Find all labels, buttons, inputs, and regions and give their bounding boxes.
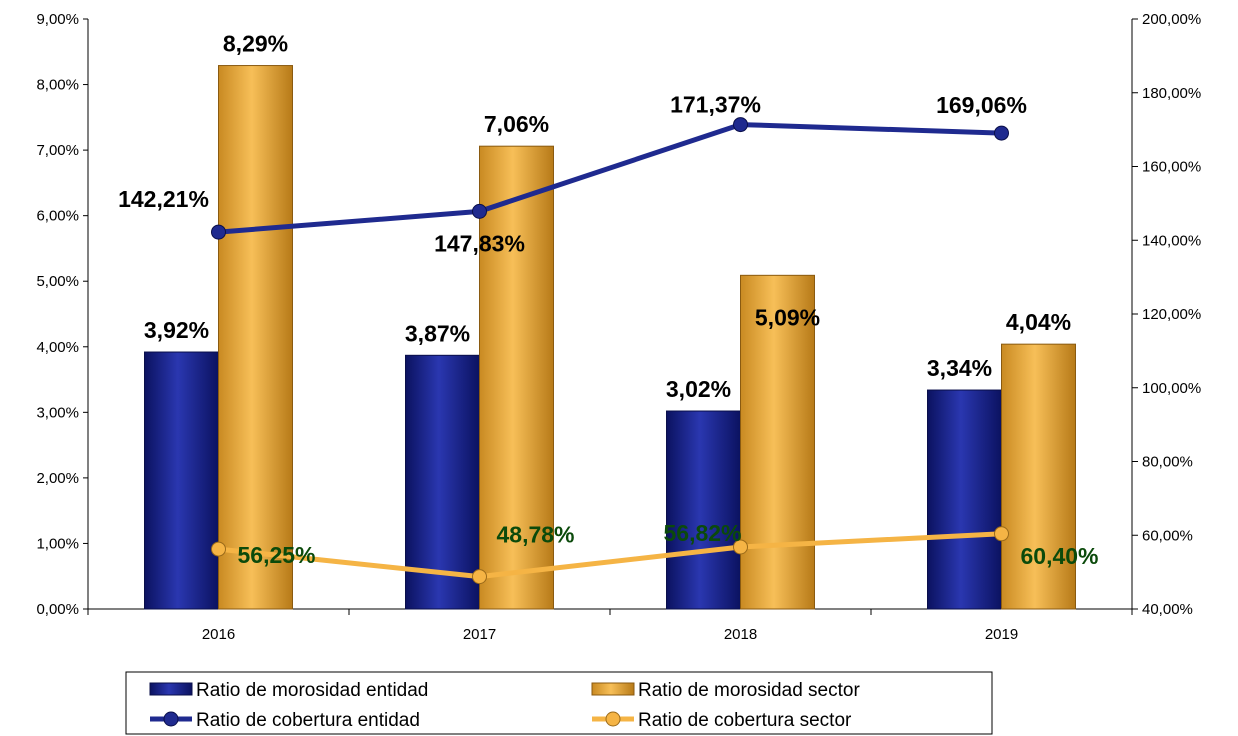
right-tick-label: 40,00% — [1142, 601, 1193, 618]
legend-label: Ratio de morosidad entidad — [196, 680, 428, 701]
line-cobertura-sector — [218, 531, 1002, 580]
line-point — [733, 539, 748, 555]
data-labels: 3,92% 3,87% 3,02% 3,34% 8,29% 7,06% 5,09% 4,04%… — [118, 31, 1098, 569]
bar-label-entidad: 3,92% — [144, 317, 209, 343]
line-label-cobertura-entidad: 169,06% — [936, 92, 1027, 118]
bar-sector — [1001, 343, 1076, 610]
legend-swatch-bar — [149, 682, 193, 696]
right-tick-label: 200,00% — [1142, 11, 1201, 28]
line-label-cobertura-sector: 56,82% — [663, 520, 741, 546]
bars — [144, 65, 1076, 610]
bar-label-sector: 8,29% — [223, 31, 288, 57]
right-tick-label: 80,00% — [1142, 454, 1193, 471]
legend-swatch-marker — [163, 711, 179, 727]
bar-label-sector: 7,06% — [484, 111, 549, 137]
left-axis-ticks: 0,00% 1,00% 2,00% 3,00% 4,00% 5,00% 6,00% 7,00%… — [36, 11, 88, 618]
bar-label-entidad: 3,34% — [927, 355, 992, 381]
bar-entidad — [144, 351, 219, 610]
left-tick-label: 1,00% — [36, 535, 79, 552]
line-point — [211, 541, 226, 557]
legend-label: Ratio de cobertura entidad — [196, 710, 420, 731]
legend-label: Ratio de cobertura sector — [638, 710, 852, 731]
line-label-cobertura-entidad: 142,21% — [118, 186, 209, 212]
left-tick-label: 3,00% — [36, 404, 79, 421]
line-label-cobertura-sector: 56,25% — [237, 542, 315, 568]
x-tick-label: 2019 — [985, 626, 1018, 643]
x-tick-label: 2016 — [202, 626, 235, 643]
line-label-cobertura-sector: 48,78% — [496, 522, 574, 548]
right-tick-label: 100,00% — [1142, 380, 1201, 397]
left-tick-label: 2,00% — [36, 470, 79, 487]
bar-entidad — [927, 389, 1002, 610]
left-tick-label: 6,00% — [36, 208, 79, 225]
right-tick-label: 60,00% — [1142, 527, 1193, 544]
line-point — [472, 569, 487, 585]
right-axis-ticks: 40,00% 60,00% 80,00% 100,00% 120,00% 140,00% 1… — [1132, 11, 1201, 618]
left-tick-label: 0,00% — [36, 601, 79, 618]
x-tick-label: 2017 — [463, 626, 496, 643]
line-label-cobertura-entidad: 147,83% — [434, 230, 525, 256]
lines — [211, 117, 1009, 585]
line-point — [994, 526, 1009, 542]
line-label-cobertura-entidad: 171,37% — [670, 92, 761, 118]
legend-label: Ratio de morosidad sector — [638, 680, 860, 701]
line-label-cobertura-sector: 60,40% — [1020, 543, 1098, 569]
legend-swatch-bar — [591, 682, 635, 696]
line-point — [994, 125, 1009, 141]
bar-sector — [479, 145, 554, 610]
legend-swatch-marker — [605, 711, 621, 727]
x-axis-ticks: 2016 2017 2018 2019 — [87, 609, 1133, 643]
right-tick-label: 140,00% — [1142, 232, 1201, 249]
line-point — [733, 117, 748, 133]
left-tick-label: 7,00% — [36, 142, 79, 159]
legend-box — [125, 671, 993, 735]
bar-sector — [740, 274, 815, 610]
line-cobertura-entidad — [218, 122, 1002, 235]
bar-label-entidad: 3,87% — [405, 320, 470, 346]
bar-label-sector: 4,04% — [1006, 309, 1071, 335]
right-tick-label: 180,00% — [1142, 85, 1201, 102]
x-tick-label: 2018 — [724, 626, 757, 643]
line-point — [472, 203, 487, 219]
right-tick-label: 120,00% — [1142, 306, 1201, 323]
left-tick-label: 8,00% — [36, 77, 79, 94]
left-tick-label: 9,00% — [36, 11, 79, 28]
bar-label-entidad: 3,02% — [666, 376, 731, 402]
bar-sector — [218, 65, 293, 610]
bar-entidad — [666, 410, 741, 610]
left-tick-label: 4,00% — [36, 339, 79, 356]
legend: Ratio de morosidad entidad Ratio de moros… — [125, 671, 993, 735]
bar-label-sector: 5,09% — [755, 304, 820, 330]
left-tick-label: 5,00% — [36, 273, 79, 290]
line-point — [211, 224, 226, 240]
right-tick-label: 160,00% — [1142, 159, 1201, 176]
